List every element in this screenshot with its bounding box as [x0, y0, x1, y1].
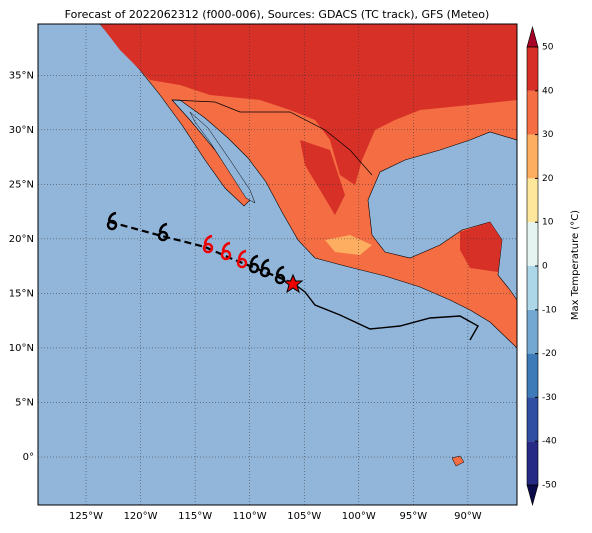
colorbar-segment: [527, 178, 538, 223]
y-tick-label: 30°N: [9, 125, 34, 136]
track-line: [292, 282, 479, 341]
hot-region: [300, 140, 345, 215]
colorbar-label: Max Temperature (°C): [570, 210, 581, 320]
x-tick-label: 100°W: [342, 511, 376, 522]
x-tick-label: 105°W: [287, 511, 321, 522]
colorbar-segment: [527, 266, 538, 310]
border: [171, 99, 373, 176]
colorbar-segment: [527, 90, 538, 135]
colorbar-segment: [527, 309, 538, 354]
colorbar-tick-label: 10: [542, 218, 554, 228]
y-tick-label: 35°N: [9, 70, 34, 81]
y-tick-label: 0°: [23, 452, 34, 463]
colorbar-tick-label: 50: [542, 43, 554, 53]
colorbar-over: [526, 25, 539, 48]
storm-symbols: [106, 211, 286, 285]
y-tick-label: 25°N: [9, 179, 34, 190]
island: [451, 455, 465, 467]
x-tick-label: 120°W: [124, 511, 158, 522]
colorbar-tick-label: -20: [542, 349, 557, 359]
colorbar-segment: [527, 47, 538, 91]
colorbar-tick-label: -10: [542, 305, 557, 315]
map-area: [38, 24, 517, 505]
colorbar-segment: [527, 353, 538, 398]
x-tick-label: 125°W: [69, 511, 103, 522]
hot-region: [460, 222, 502, 272]
colorbar-segment: [527, 222, 538, 266]
x-tick-label: 95°W: [400, 511, 428, 522]
y-tick-label: 5°N: [15, 397, 34, 408]
colorbar-tick-label: 0: [542, 262, 548, 272]
warm-region: [325, 235, 372, 255]
x-tick-label: 110°W: [233, 511, 267, 522]
colorbar-tick-label: -30: [542, 393, 557, 403]
colorbar-tick-label: 40: [542, 86, 554, 96]
map-title: Forecast of 2022062312 (f000-006), Sourc…: [65, 8, 490, 21]
colorbar-tick-label: -50: [542, 481, 557, 491]
grid: [38, 24, 517, 505]
y-tick-label: 10°N: [9, 343, 34, 354]
x-tick-label: 115°W: [178, 511, 212, 522]
colorbar-segment: [527, 134, 538, 179]
colorbar-tick-label: 20: [542, 174, 554, 184]
y-tick-label: 15°N: [9, 288, 34, 299]
storm-position: [282, 273, 304, 294]
colorbar-tick-label: -40: [542, 437, 557, 447]
hot-region: [100, 24, 517, 185]
colorbar-under: [526, 484, 539, 507]
gulf-of-california: [189, 111, 256, 204]
map-frame: [37, 23, 518, 506]
x-tick-label: 90°W: [454, 511, 482, 522]
colorbar-tick-label: 30: [542, 130, 554, 140]
colorbar-segment: [527, 397, 538, 442]
colorbar-segment: [527, 441, 538, 485]
y-tick-label: 20°N: [9, 234, 34, 245]
